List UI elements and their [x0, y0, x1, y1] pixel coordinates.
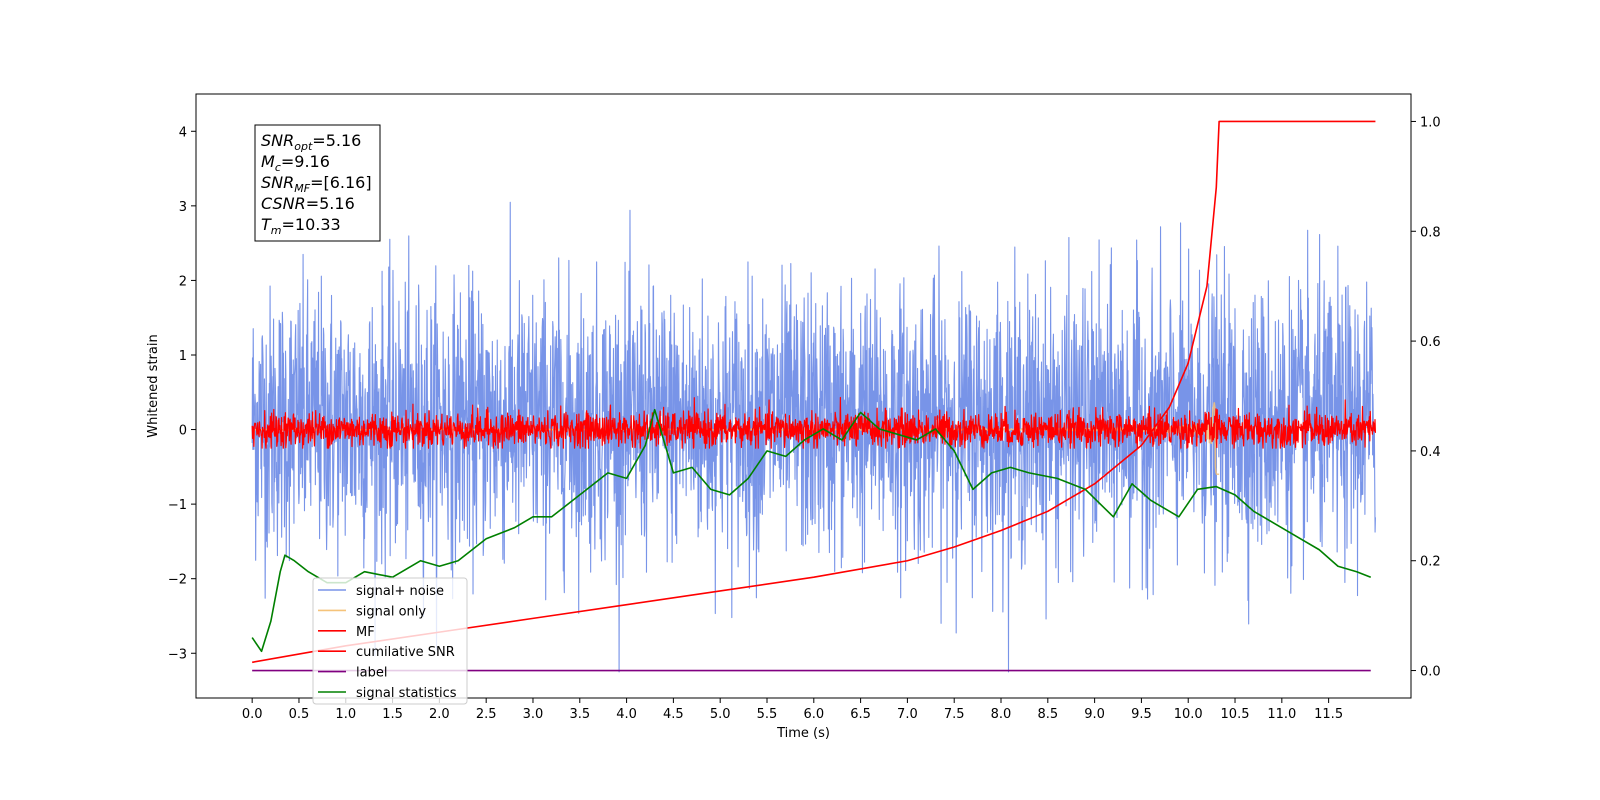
x-tick-label: 11.0: [1267, 707, 1296, 722]
x-tick-label: 10.5: [1221, 707, 1250, 722]
info-line: Tm=10.33: [261, 215, 341, 237]
x-tick-label: 7.5: [944, 707, 965, 722]
x-tick-label: 0.5: [289, 707, 310, 722]
y-tick-label: −2: [168, 573, 187, 588]
x-tick-label: 6.0: [803, 707, 824, 722]
x-tick-label: 3.0: [523, 707, 544, 722]
x-tick-label: 8.5: [1037, 707, 1058, 722]
y2-tick-label: 1.0: [1420, 115, 1441, 130]
y-tick-label: 4: [179, 125, 187, 140]
plot-frame: [195, 93, 1412, 699]
x-tick-label: 2.0: [429, 707, 450, 722]
legend-label-label: label: [356, 666, 387, 681]
legend-frame: [312, 577, 468, 705]
y2-tick-label: 0.0: [1420, 665, 1441, 680]
y2-tick-label: 0.8: [1420, 225, 1441, 240]
legend: signal+ noise signal only MF cumilative SNR…: [312, 577, 468, 705]
x-tick-label: 2.5: [476, 707, 497, 722]
x-tick-label: 10.0: [1174, 707, 1203, 722]
series-signal-noise-line: [251, 201, 1376, 673]
x-tick-label: 9.0: [1084, 707, 1105, 722]
y2-tick-label: 0.4: [1420, 445, 1441, 460]
legend-label-signal-noise: signal+ noise: [356, 584, 444, 599]
x-tick-label: 5.0: [710, 707, 731, 722]
series-mf-line: [251, 396, 1377, 449]
x-tick-label: 11.5: [1314, 707, 1343, 722]
y2-tick-label: 0.6: [1420, 335, 1441, 350]
y-tick-label: 0: [179, 424, 187, 439]
y-tick-label: −3: [168, 647, 187, 662]
x-tick-label: 7.0: [897, 707, 918, 722]
x-tick-label: 8.0: [991, 707, 1012, 722]
y-axis-label: Whitened strain: [146, 334, 161, 437]
legend-label-mf: MF: [356, 625, 375, 640]
y2-tick-label: 0.2: [1420, 555, 1441, 570]
x-tick-label: 4.0: [616, 707, 637, 722]
info-line: SNRopt=5.16: [261, 131, 361, 153]
legend-label-signal-statistics: signal statistics: [356, 686, 457, 701]
x-tick-label: 9.5: [1131, 707, 1152, 722]
legend-label-cumilative-snr: cumilative SNR: [356, 645, 455, 660]
x-tick-label: 0.0: [242, 707, 263, 722]
y-tick-label: −1: [168, 498, 187, 513]
y-tick-label: 3: [179, 200, 187, 215]
x-tick-label: 1.5: [382, 707, 403, 722]
info-line: SNRMF=[6.16]: [261, 173, 372, 195]
x-axis-label: Time (s): [776, 726, 830, 741]
info-box-frame: [254, 124, 381, 242]
info-line: CSNR=5.16: [261, 194, 355, 213]
x-tick-label: 4.5: [663, 707, 684, 722]
x-tick-label: 1.0: [335, 707, 356, 722]
series-cumilative-snr-line: [252, 120, 1376, 664]
axes: 0.0 0.5 1.0 1.5 2.0 2.5 3.0 3.5 4.0 4.5 5.0 5.5 6.0 6…: [168, 93, 1441, 722]
y-tick-label: 1: [179, 349, 187, 364]
x-tick-label: 6.5: [850, 707, 871, 722]
x-tick-label: 5.5: [757, 707, 778, 722]
legend-label-signal-only: signal only: [356, 604, 426, 619]
x-tick-label: 3.5: [569, 707, 590, 722]
y-tick-label: 2: [179, 274, 187, 289]
info-line: Mc=9.16: [261, 152, 330, 174]
series-signal-statistics-line: [251, 408, 1372, 653]
